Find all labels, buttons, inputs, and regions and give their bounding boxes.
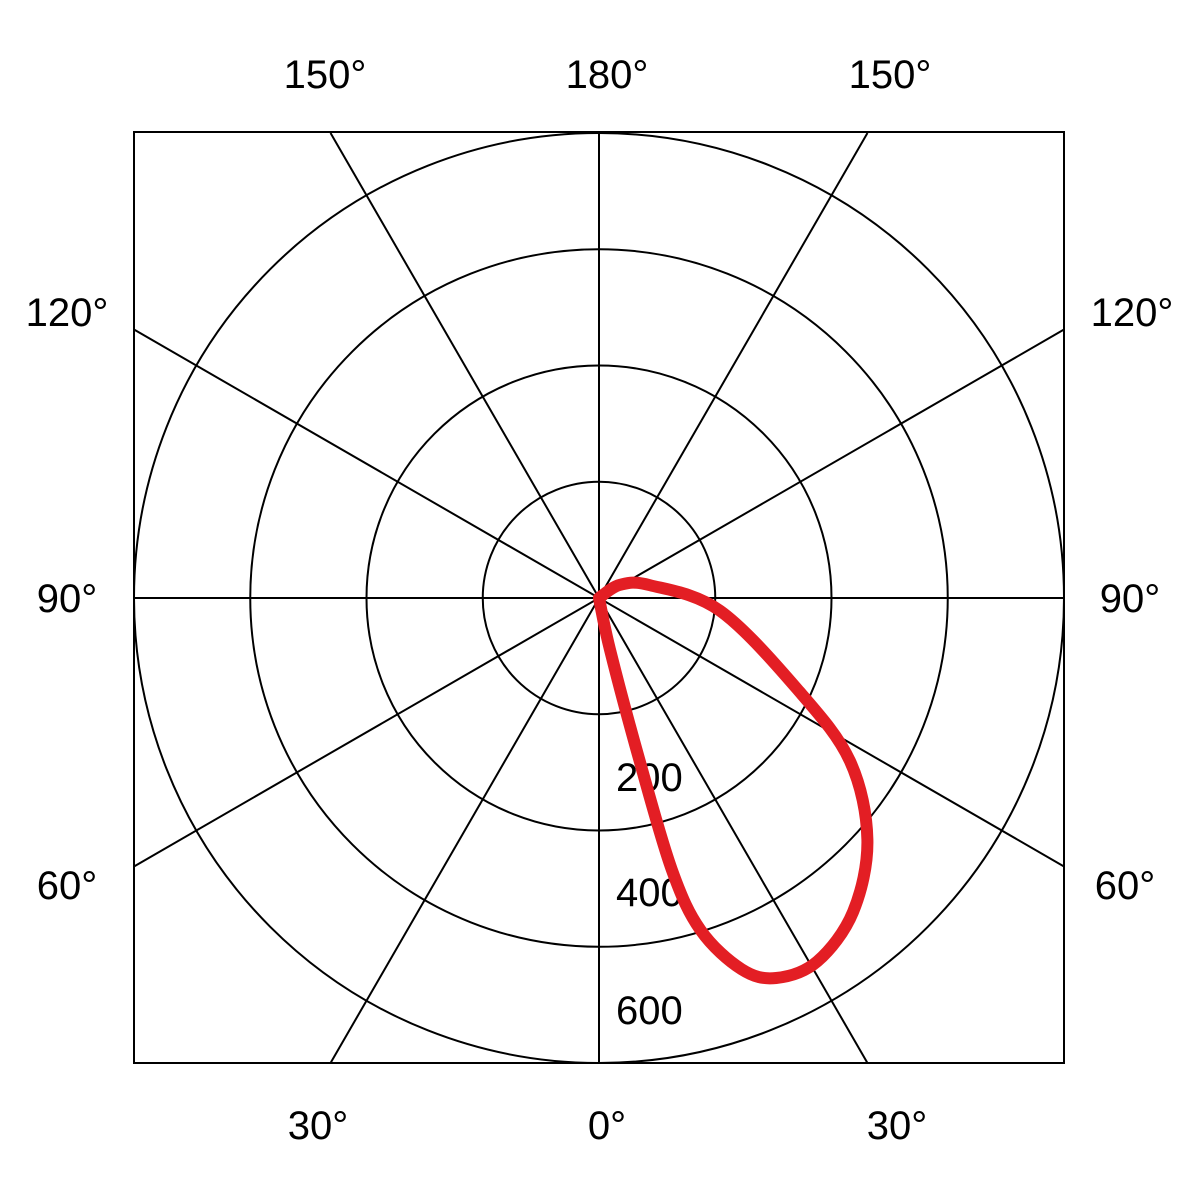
- intensity-curve: [593, 576, 874, 985]
- angle-label-right-90: 90°: [1100, 577, 1161, 621]
- angle-label-right-120: 120°: [1091, 291, 1174, 335]
- angle-label-left-60: 60°: [37, 864, 98, 908]
- angle-label-bottom-left: 30°: [288, 1104, 349, 1148]
- plot-frame: [133, 131, 1065, 1064]
- angle-label-top-right: 150°: [849, 53, 932, 97]
- angle-label-bottom-right: 30°: [867, 1104, 928, 1148]
- angle-label-top: 180°: [566, 53, 649, 97]
- angle-label-left-90: 90°: [37, 577, 98, 621]
- radial-label-600: 600: [616, 989, 683, 1033]
- angle-label-bottom: 0°: [588, 1104, 626, 1148]
- angle-label-right-60: 60°: [1095, 864, 1156, 908]
- angle-label-left-120: 120°: [26, 291, 109, 335]
- angle-label-top-left: 150°: [284, 53, 367, 97]
